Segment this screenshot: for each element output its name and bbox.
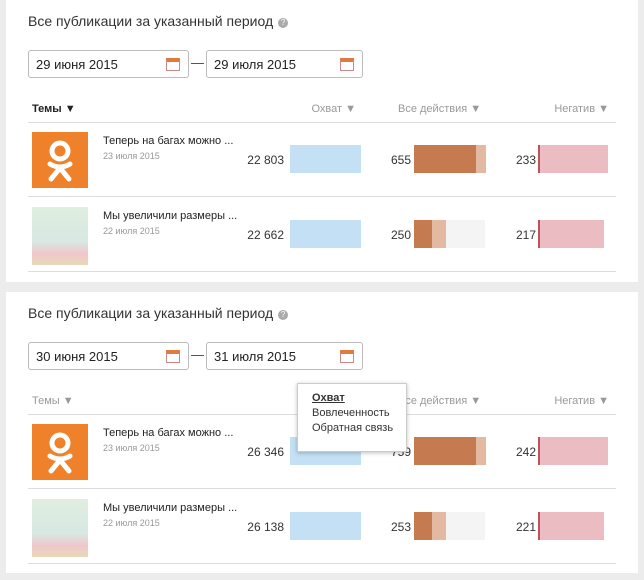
actions-bar-light <box>476 437 486 465</box>
reach-value: 26 138 <box>247 520 284 534</box>
row-line <box>28 488 616 489</box>
sort-actions[interactable]: Все действия ▼ <box>398 395 482 407</box>
actions-bar-light <box>432 512 446 540</box>
row-line <box>28 196 616 197</box>
popup-item[interactable]: Охват <box>312 392 345 404</box>
actions-value: 253 <box>390 520 411 534</box>
calendar-icon <box>340 58 354 71</box>
help-icon[interactable]: ? <box>278 310 289 320</box>
sort-topics[interactable]: Темы ▼ <box>32 103 76 115</box>
post-date: 22 июля 2015 <box>103 226 160 236</box>
sort-topics[interactable]: Темы ▼ <box>32 395 74 407</box>
actions-value: 250 <box>390 228 411 242</box>
sort-reach[interactable]: Охват ▼ <box>311 103 356 115</box>
ok-logo <box>32 132 88 188</box>
reach-value: 22 662 <box>247 228 284 242</box>
row-line <box>28 271 616 272</box>
post-title[interactable]: Теперь на багах можно ... <box>103 427 234 439</box>
sort-popup: Охват Вовлеченность Обратная связь <box>297 383 407 452</box>
date-from[interactable]: 29 июня 2015 <box>28 50 189 78</box>
negative-value: 217 <box>515 228 536 242</box>
actions-bar <box>414 512 432 540</box>
negative-value: 221 <box>515 520 536 534</box>
post-thumbnail <box>32 207 88 265</box>
post-title[interactable]: Мы увеличили размеры ... <box>103 210 238 222</box>
popup-item[interactable]: Обратная связь <box>312 422 394 434</box>
reach-bar <box>290 220 361 248</box>
reach-value: 22 803 <box>247 153 284 167</box>
post-thumbnail <box>32 499 88 557</box>
reach-value: 26 346 <box>247 445 284 459</box>
date-dash <box>191 63 204 64</box>
panel: Все публикации за указанный период? 29 ию… <box>6 0 638 282</box>
post-date: 23 июля 2015 <box>103 151 160 161</box>
negative-bar <box>538 512 604 540</box>
actions-value: 655 <box>390 153 411 167</box>
reach-bar <box>290 512 361 540</box>
date-to[interactable]: 31 июля 2015 <box>206 342 363 370</box>
negative-value: 233 <box>515 153 536 167</box>
negative-bar <box>538 220 604 248</box>
ok-glyph <box>47 432 73 474</box>
panel: Все публикации за указанный период? 30 ию… <box>6 292 638 573</box>
ok-glyph <box>47 140 73 182</box>
calendar-icon <box>166 58 180 71</box>
actions-bar-light <box>432 220 446 248</box>
header-line <box>28 122 616 123</box>
post-date: 23 июля 2015 <box>103 443 160 453</box>
panel-title: Все публикации за указанный период? <box>28 13 289 29</box>
date-to[interactable]: 29 июля 2015 <box>206 50 363 78</box>
help-icon[interactable]: ? <box>278 18 289 28</box>
actions-bar <box>414 220 432 248</box>
row-line <box>28 563 616 564</box>
ok-logo <box>32 424 88 480</box>
actions-bar-light <box>476 145 486 173</box>
calendar-icon <box>166 350 180 363</box>
date-from[interactable]: 30 июня 2015 <box>28 342 189 370</box>
calendar-icon <box>340 350 354 363</box>
negative-value: 242 <box>515 445 536 459</box>
actions-bar <box>414 437 476 465</box>
popup-item[interactable]: Вовлеченность <box>312 407 390 419</box>
reach-bar <box>290 145 361 173</box>
sort-negative[interactable]: Негатив ▼ <box>554 395 609 407</box>
date-dash <box>191 355 204 356</box>
negative-bar <box>538 437 608 465</box>
post-date: 22 июля 2015 <box>103 518 160 528</box>
sort-negative[interactable]: Негатив ▼ <box>554 103 609 115</box>
actions-bar <box>414 145 476 173</box>
negative-bar <box>538 145 608 173</box>
sort-actions[interactable]: Все действия ▼ <box>398 103 482 115</box>
post-title[interactable]: Мы увеличили размеры ... <box>103 502 238 514</box>
post-title[interactable]: Теперь на багах можно ... <box>103 135 234 147</box>
panel-title: Все публикации за указанный период? <box>28 305 289 321</box>
